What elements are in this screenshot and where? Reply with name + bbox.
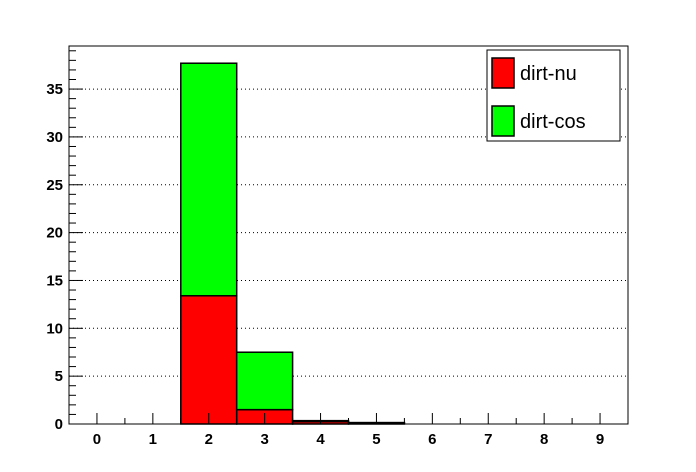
y-tick-label: 15 [46,272,63,289]
y-tick-label: 20 [46,225,63,242]
x-tick-label: 0 [93,431,101,448]
y-tick-label: 0 [55,416,63,433]
x-tick-label: 5 [372,431,380,448]
legend-label-dirt-cos: dirt-cos [520,111,586,133]
x-tick-label: 4 [316,431,325,448]
x-tick-label: 2 [205,431,213,448]
axis-ticks [68,50,629,425]
x-tick-label: 3 [260,431,268,448]
x-tick-label: 7 [484,431,492,448]
x-tick-label: 9 [596,431,604,448]
bar-dirt-cos [235,351,294,411]
x-tick-label: 6 [428,431,436,448]
axis-tick-labels: 0 5 10 15 20 25 30 35 0 1 2 3 4 5 6 7 8 9 [46,81,604,448]
legend-swatch-dirt-nu [491,57,515,89]
bar-dirt-nu [180,295,238,425]
y-tick-label: 30 [46,129,63,146]
x-tick-label: 1 [149,431,157,448]
y-tick-label: 10 [46,320,63,337]
y-tick-label: 35 [46,81,63,98]
x-tick-label: 8 [540,431,548,448]
bar-dirt-cos [180,62,238,297]
legend: dirt-nu dirt-cos [486,49,621,142]
legend-label-dirt-nu: dirt-nu [520,63,577,85]
y-tick-label: 5 [55,368,63,385]
y-tick-label: 25 [46,177,63,194]
legend-swatch-dirt-cos [491,105,515,137]
